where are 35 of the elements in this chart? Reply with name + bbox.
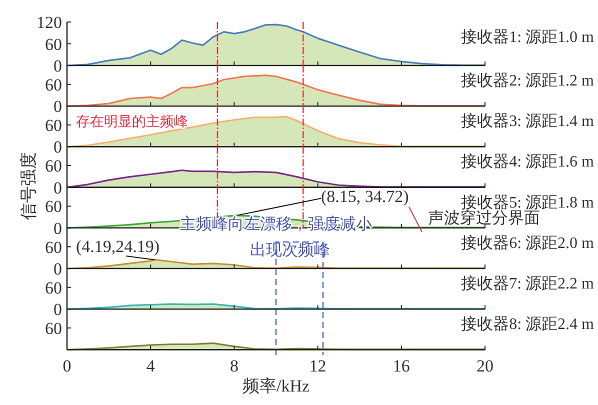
y-tick-label: 0	[54, 97, 62, 116]
y-tick-label: 0	[54, 138, 62, 157]
text: 接收器4: 源距1.6 m	[461, 152, 595, 171]
y-tick-label: 60	[45, 34, 62, 54]
y-tick-label: 60	[45, 75, 62, 94]
x-tick-label: 20	[476, 356, 494, 376]
y-tick-label: 0	[54, 178, 62, 198]
y-tick-label: 0	[54, 300, 62, 320]
annotation: (8.15, 34.72)	[321, 187, 409, 206]
annotation: (4.19,24.19)	[76, 237, 160, 256]
x-axis-title: 频率/kHz	[242, 376, 310, 396]
x-tick-label: 4	[146, 356, 156, 376]
text: 接收器5: 源距1.8 m	[461, 193, 595, 212]
y-tick-label: 60	[45, 156, 62, 176]
text: 接收器8: 源距2.4 m	[461, 315, 595, 334]
x-tick-label: 8	[230, 356, 238, 376]
text: 接收器3: 源距1.4 m	[461, 112, 595, 130]
annotation: 存在明显的主频峰	[76, 114, 188, 130]
y-tick-label: 0	[54, 260, 62, 278]
x-tick-label: 16	[392, 356, 410, 376]
y-tick-label: 60	[45, 116, 62, 135]
y-tick-label: 60	[45, 238, 62, 257]
text: 接收器7: 源距2.2 m	[461, 274, 595, 292]
annotation: 声波穿过分界面	[428, 209, 540, 227]
text: 接收器1: 源距1.0 m	[461, 28, 595, 46]
y-tick-label: 120	[36, 13, 62, 32]
y-tick-label: 0	[54, 218, 62, 238]
x-tick-label: 12	[309, 356, 326, 376]
y-tick-label: 60	[45, 197, 62, 216]
y-tick-label: 60	[45, 278, 62, 298]
text: 接收器2: 源距1.2 m	[461, 72, 595, 90]
y-axis-title: 信号强度	[19, 152, 38, 220]
y-tick-label: 0	[54, 56, 62, 76]
text: 接收器6: 源距2.0 m	[461, 234, 595, 252]
y-tick-label: 60	[45, 318, 62, 338]
